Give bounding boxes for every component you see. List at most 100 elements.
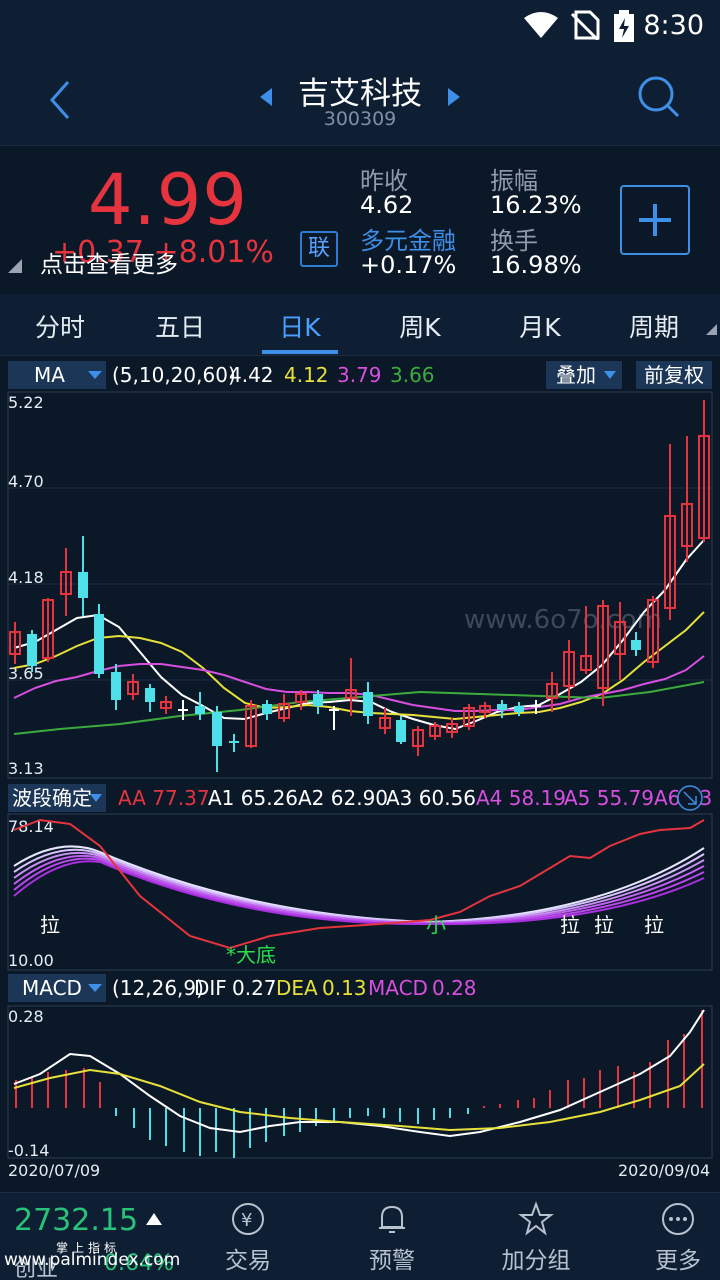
candle [681,436,693,562]
candle [329,706,339,730]
back-arrow-icon[interactable] [42,74,82,124]
candle [412,726,424,756]
sector-link[interactable]: 多元金融 [360,227,456,255]
macd-value: 0.28 [432,976,477,1000]
watermark-text: www.6o7o.com [464,605,662,635]
tab-five-day[interactable]: 五日 [154,313,205,342]
tab-monthly-k[interactable]: 月K [519,313,561,342]
next-stock-icon[interactable] [444,86,462,108]
candle [614,602,626,680]
nav-trade-label: 交易 [225,1248,271,1274]
candle [698,400,710,542]
candle [313,690,323,714]
wave-a3: A3 60.56 [386,786,476,810]
status-bar: 8:30 [0,0,720,52]
wave-bottom-label: *大底 [226,943,276,967]
adjust-button[interactable] [636,361,712,389]
wave-selector[interactable] [8,784,106,812]
date-end: 2020/09/04 [618,1161,710,1180]
candle [295,690,307,710]
macd-dropdown-icon [88,984,102,992]
candle [178,700,188,720]
macd-selector-label: MACD [22,976,82,1000]
chart-area[interactable]: MA (5,10,20,60) 4.42 4.12 3.79 3.66 叠加 前… [0,356,720,1186]
svg-text:¥: ¥ [241,1210,252,1231]
ma-selector-label: MA [34,363,65,387]
stock-code: 300309 [323,108,397,130]
dea-value: 0.13 [322,976,367,1000]
macd-bar: MACD (12,26,9) DIF 0.27 DEA 0.13 MACD 0.… [8,974,477,1002]
candle [9,622,21,664]
wifi-icon [524,12,558,38]
candle [514,702,524,716]
axis-label-1: 5.22 [8,393,44,412]
prev-stock-icon[interactable] [258,86,276,108]
candle [563,640,575,700]
wave-aa: AA 77.37 [118,786,210,810]
ma5-line [13,539,705,731]
candle [497,700,507,718]
bottom-nav: 2732.15 掌上指标 创业 0.64% ¥ 交易 预警 加分组 更多 [0,1192,720,1280]
view-more-tip[interactable]: 点击查看更多 [40,252,178,278]
tab-weekly-k[interactable]: 周K [399,313,441,342]
candle [60,548,72,616]
add-watchlist-button[interactable] [620,185,690,255]
candle [429,722,441,740]
macd-selector[interactable] [8,974,106,1002]
prev-close-label: 昨收 [360,167,408,195]
wave-dropdown-icon [90,794,102,802]
linked-button[interactable]: 联 [300,231,338,267]
amplitude-value: 16.23% [490,191,582,219]
ma60-line [13,681,705,735]
candle [78,536,88,616]
kline-svg[interactable]: MA (5,10,20,60) 4.42 4.12 3.79 3.66 叠加 前… [0,356,720,1186]
trade-icon: ¥ [232,1203,264,1235]
macd-axis-top: 0.28 [8,1007,44,1026]
price-change: +0.37 +8.01% [52,235,274,270]
candle [160,696,172,714]
tab-daily-k[interactable]: 日K [279,313,321,342]
tab-intraday[interactable]: 分时 [34,313,85,342]
wave-selector-label: 波段确定 [12,786,92,810]
ma-selector[interactable] [8,361,106,389]
nav-alert-label: 预警 [369,1248,415,1274]
axis-label-5: 3.13 [8,759,44,778]
wave-a4: A4 58.19 [476,786,566,810]
dif-value: 0.27 [232,976,277,1000]
period-tabs: 分时 五日 日K 周K 月K 周期 [0,294,720,356]
candle [631,632,641,656]
candle [229,734,239,752]
index-value: 2732.15 [14,1203,139,1238]
nav-alert[interactable]: 预警 [342,1201,442,1275]
nav-trade[interactable]: ¥ 交易 [198,1201,298,1275]
search-icon[interactable] [636,74,682,122]
stock-header: 吉艾科技 300309 [0,52,720,146]
candle [463,704,475,730]
ma60-value: 3.66 [390,363,435,387]
prev-close-value: 4.62 [360,191,414,219]
quote-panel[interactable]: 4.99 +0.37 +8.01% 点击查看更多 联 昨收 4.62 多元金融 … [0,147,720,293]
nav-add-group[interactable]: 加分组 [486,1201,586,1275]
nav-more-label: 更多 [655,1248,701,1274]
candle [479,702,491,718]
wave-la-label: 拉 [40,913,60,937]
dea-line [13,1063,705,1132]
candle [42,598,54,662]
candle [245,700,257,748]
candle [345,658,357,716]
index-change: 0.64% [104,1251,174,1276]
nav-more[interactable]: 更多 [628,1201,720,1275]
macd-label: MACD [368,976,428,1000]
candle [111,664,121,710]
battery-charging-icon [614,10,634,42]
axis-label-2: 4.70 [8,472,44,491]
ma-bar: MA (5,10,20,60) 4.42 4.12 3.79 3.66 叠加 前… [8,361,712,389]
dea-label: DEA [276,976,318,1000]
macd-histogram [15,1010,703,1158]
macd-params: (12,26,9) [112,976,204,1000]
site-watermark: www.palmindex.com [4,1250,181,1270]
wave-a2: A2 62.90 [298,786,388,810]
candlesticks [9,400,710,772]
tab-period[interactable]: 周期 [628,313,679,342]
candle [396,716,406,744]
